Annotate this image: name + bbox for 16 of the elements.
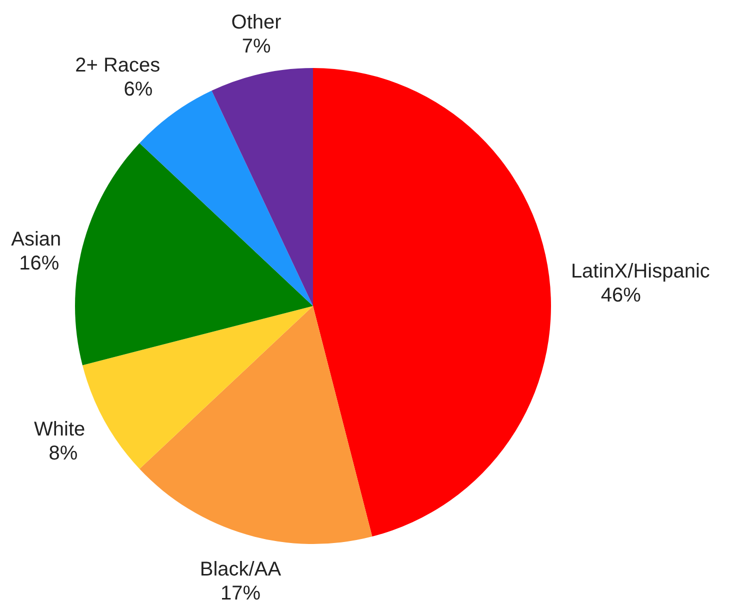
data-label: 6%: [124, 78, 153, 101]
pie-slice: [313, 68, 551, 537]
pie-slice: [140, 306, 372, 544]
slice-label: White: [34, 418, 86, 440]
slice-label: Asian: [11, 228, 62, 250]
pie-slice: [75, 143, 313, 366]
slice-label: 2+ Races: [75, 54, 160, 77]
data-label: 8%: [48, 442, 78, 464]
data-label: 7%: [242, 35, 271, 58]
pie-slice: [212, 68, 313, 306]
data-label: 16%: [19, 252, 60, 274]
slice-label: Black/AA: [200, 558, 282, 581]
data-label: 17%: [220, 582, 261, 605]
slice-label: LatinX/Hispanic: [570, 260, 710, 282]
slice-label: Other: [231, 11, 282, 34]
data-label: 46%: [600, 284, 642, 306]
